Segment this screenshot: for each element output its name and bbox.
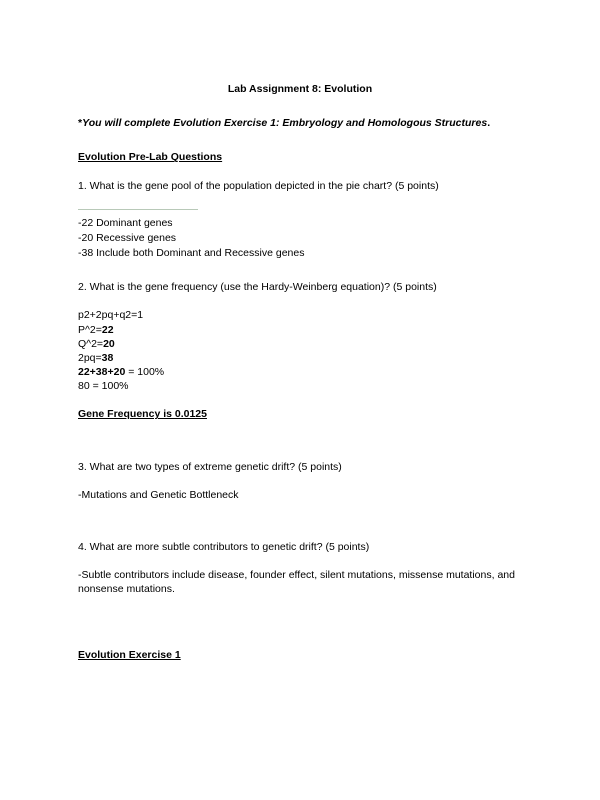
q2-work: p2+2pq+q2=1 P^2=22 Q^2=20 2pq=38 22+38+2…	[78, 308, 522, 393]
answer-line: -38 Include both Dominant and Recessive …	[78, 246, 522, 260]
instruction-italic: You will complete Evolution Exercise 1: …	[82, 117, 487, 129]
work-line: 2pq=38	[78, 351, 522, 365]
q3-answer: -Mutations and Genetic Bottleneck	[78, 488, 522, 502]
answer-line: -20 Recessive genes	[78, 231, 522, 245]
q1-answers: -22 Dominant genes -20 Recessive genes -…	[78, 216, 522, 261]
work-line: 22+38+20 = 100%	[78, 365, 522, 379]
work-line: Q^2=20	[78, 337, 522, 351]
prelab-heading: Evolution Pre-Lab Questions	[78, 150, 522, 164]
instruction-line: *You will complete Evolution Exercise 1:…	[78, 116, 522, 130]
document-title: Lab Assignment 8: Evolution	[78, 82, 522, 96]
answer-line: -22 Dominant genes	[78, 216, 522, 230]
question-4: 4. What are more subtle contributors to …	[78, 540, 522, 554]
question-1: 1. What is the gene pool of the populati…	[78, 179, 522, 193]
answer-underline	[78, 209, 198, 210]
work-line: 80 = 100%	[78, 379, 522, 393]
question-3: 3. What are two types of extreme genetic…	[78, 460, 522, 474]
q2-result: Gene Frequency is 0.0125	[78, 407, 522, 421]
work-line: P^2=22	[78, 323, 522, 337]
work-line: p2+2pq+q2=1	[78, 308, 522, 322]
instruction-tail: .	[487, 117, 490, 129]
q4-answer: -Subtle contributors include disease, fo…	[78, 568, 522, 596]
exercise-heading: Evolution Exercise 1	[78, 648, 522, 662]
question-2: 2. What is the gene frequency (use the H…	[78, 280, 522, 294]
